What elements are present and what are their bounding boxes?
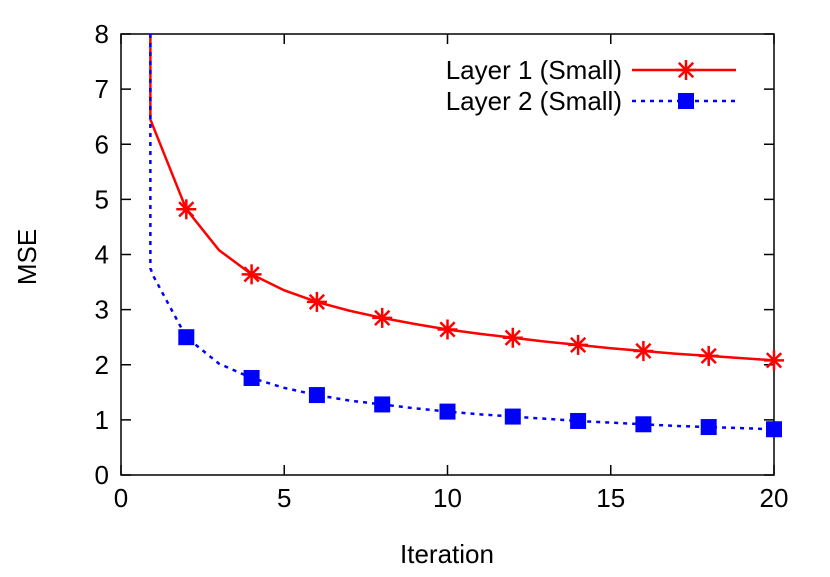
legend-entry-2: Layer 2 (Small)	[446, 86, 736, 116]
y-tick-label: 2	[95, 350, 109, 380]
series-1-point	[306, 291, 327, 312]
series-1-line	[149, 34, 774, 362]
series-1-point	[764, 350, 784, 371]
x-tick-label: 0	[114, 483, 128, 513]
x-tick-label: 15	[596, 483, 625, 513]
series-1-point	[502, 327, 523, 348]
y-tick-label: 5	[95, 184, 109, 214]
series-group	[149, 34, 784, 438]
series-2-point	[243, 369, 260, 386]
y-axis-label: MSE	[12, 229, 42, 285]
y-tick-label: 8	[95, 19, 109, 49]
x-tick-label: 5	[277, 483, 291, 513]
series-1-point	[437, 319, 458, 340]
series-2-point	[178, 329, 195, 346]
series-1-point	[176, 199, 197, 220]
series-1-point	[568, 334, 589, 355]
series-2-line	[149, 34, 774, 431]
series-2	[149, 34, 782, 438]
y-tick-label: 0	[95, 460, 109, 490]
legend: Layer 1 (Small)Layer 2 (Small)	[446, 55, 736, 116]
series-2-point	[308, 387, 325, 404]
series-1-point	[372, 307, 393, 328]
series-1	[149, 34, 784, 371]
x-axis-label: Iteration	[400, 539, 494, 569]
x-tick-label: 10	[433, 483, 462, 513]
legend-label: Layer 2 (Small)	[446, 86, 622, 116]
legend-label: Layer 1 (Small)	[446, 55, 622, 85]
series-1-point	[698, 345, 719, 366]
series-2-point	[374, 396, 391, 413]
y-tick-label: 4	[95, 240, 109, 270]
series-1-point	[633, 340, 654, 361]
series-2-point	[700, 419, 717, 436]
series-2-point	[766, 421, 782, 438]
series-2-point	[504, 408, 521, 425]
axis-ticks: 0 5 10 15 20 0 1 2 3 4 5 6 7 8	[95, 19, 789, 513]
y-tick-label: 6	[95, 129, 109, 159]
legend-entry-1: Layer 1 (Small)	[446, 55, 736, 85]
series-2-point	[570, 412, 587, 429]
y-tick-label: 7	[95, 74, 109, 104]
legend-marker-sample	[676, 60, 696, 80]
x-tick-label: 20	[760, 483, 789, 513]
y-tick-label: 3	[95, 295, 109, 325]
series-1-point	[241, 264, 262, 285]
y-tick-label: 1	[95, 405, 109, 435]
legend-marker-sample	[678, 93, 694, 109]
series-2-point	[635, 416, 652, 433]
series-2-point	[439, 403, 456, 420]
